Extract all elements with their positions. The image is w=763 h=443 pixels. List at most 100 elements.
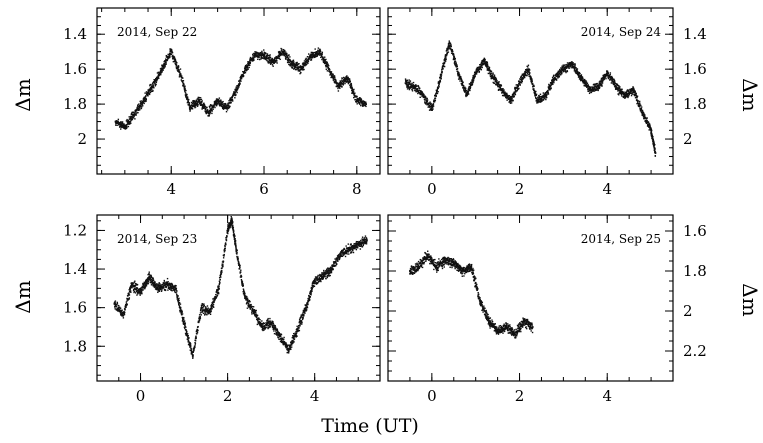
data-point [637, 100, 639, 102]
data-point [194, 346, 196, 348]
data-point [147, 281, 150, 283]
data-points [113, 216, 368, 359]
data-point [164, 282, 166, 285]
data-point [326, 65, 328, 67]
data-point [254, 56, 256, 58]
data-point [553, 81, 555, 84]
data-point [548, 83, 550, 86]
data-point [242, 70, 244, 73]
data-point [197, 329, 199, 332]
data-point [126, 118, 128, 121]
data-point [497, 88, 500, 91]
data-point [609, 79, 611, 81]
data-point [620, 92, 622, 94]
data-point [332, 79, 335, 81]
data-point [641, 109, 644, 112]
data-point [208, 111, 210, 113]
data-point [146, 279, 149, 282]
data-point [136, 112, 138, 114]
data-point [600, 81, 602, 83]
data-point [184, 88, 186, 90]
data-point [150, 280, 152, 283]
data-point [193, 102, 196, 104]
data-point [184, 92, 187, 94]
data-point [281, 53, 283, 55]
data-point [168, 57, 170, 59]
data-point [148, 275, 151, 278]
data-point [175, 292, 178, 294]
data-point [149, 279, 151, 282]
data-point [565, 71, 567, 74]
data-point [498, 82, 500, 84]
data-point [117, 308, 120, 310]
data-point [408, 81, 410, 83]
data-point [158, 282, 160, 284]
data-point [461, 79, 463, 82]
data-point [596, 82, 598, 85]
data-point [288, 64, 291, 66]
data-point [585, 83, 588, 85]
data-point [327, 65, 329, 67]
data-point [494, 82, 496, 85]
data-point [566, 64, 568, 66]
data-point [428, 109, 431, 111]
data-point [541, 99, 543, 101]
data-point [290, 66, 293, 68]
data-point [602, 80, 604, 82]
data-point [188, 106, 191, 109]
data-point [406, 82, 408, 84]
data-point [512, 99, 514, 102]
data-point [130, 291, 132, 294]
data-point [406, 79, 409, 81]
data-point [120, 310, 122, 313]
data-point [201, 100, 203, 102]
data-point [146, 93, 148, 96]
data-point [182, 319, 184, 321]
data-point [464, 91, 466, 93]
data-point [243, 72, 246, 74]
data-point [593, 87, 595, 89]
data-point [292, 59, 295, 61]
data-point [177, 66, 180, 68]
data-point [629, 88, 632, 91]
data-point [145, 283, 148, 285]
data-point [307, 53, 310, 55]
data-point [333, 75, 336, 77]
data-point [114, 300, 117, 302]
data-point [310, 53, 312, 55]
data-point [576, 69, 578, 72]
data-point [238, 86, 240, 88]
data-point [509, 98, 512, 101]
data-point [161, 284, 164, 286]
data-point [288, 61, 291, 64]
data-point [223, 103, 226, 105]
data-point [135, 110, 138, 112]
data-point [436, 89, 438, 91]
data-point [219, 100, 221, 102]
data-point [118, 308, 121, 311]
data-point [146, 283, 149, 285]
data-point [583, 79, 585, 81]
data-point [594, 88, 597, 90]
data-point [131, 284, 134, 286]
data-point [175, 63, 178, 65]
data-point [334, 76, 336, 79]
data-point [652, 143, 654, 145]
data-point [258, 56, 260, 59]
data-point [406, 88, 409, 90]
data-point [266, 53, 269, 55]
data-point [153, 87, 155, 89]
data-point [351, 87, 353, 89]
data-point [504, 91, 506, 93]
data-point [520, 81, 522, 83]
data-point [166, 59, 169, 61]
data-point [170, 285, 172, 287]
data-point [124, 311, 126, 314]
data-point [616, 88, 619, 91]
data-point [268, 57, 270, 60]
data-point [172, 54, 174, 57]
data-point [415, 84, 417, 86]
data-point [420, 92, 422, 94]
data-point [639, 108, 641, 110]
data-point [193, 349, 195, 351]
